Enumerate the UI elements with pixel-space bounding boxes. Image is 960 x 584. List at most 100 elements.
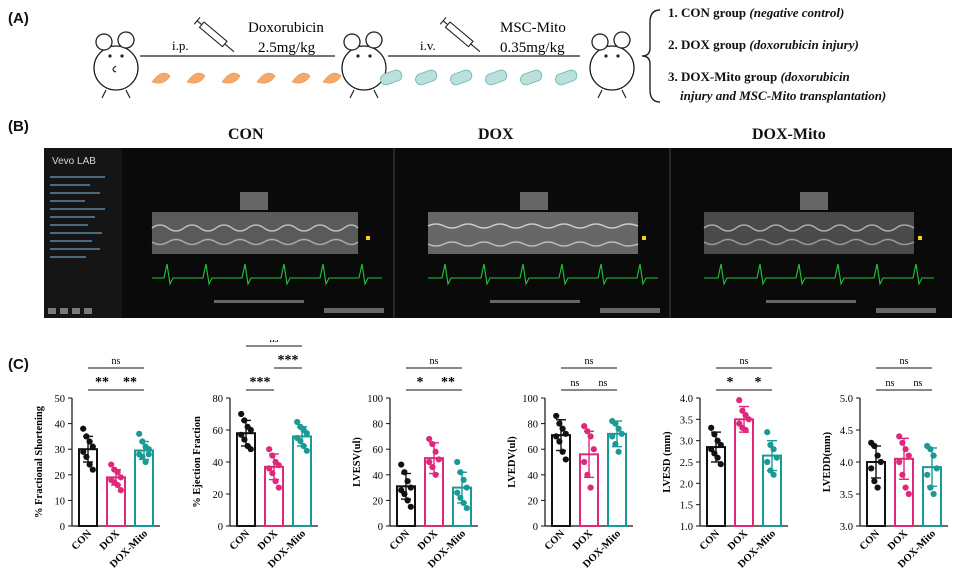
- bar: [607, 432, 627, 527]
- data-point: [139, 453, 146, 460]
- data-point: [559, 448, 566, 455]
- data-point: [457, 494, 464, 501]
- data-point: [457, 469, 464, 476]
- sig-label: ns: [112, 356, 121, 367]
- data-point: [612, 420, 619, 427]
- data-point: [454, 458, 461, 466]
- drug1-label: Doxorubicin: [248, 20, 324, 36]
- data-point: [896, 433, 903, 440]
- data-point: [615, 448, 622, 455]
- data-point: [609, 433, 616, 440]
- sig-label: ns: [571, 378, 580, 389]
- data-point: [930, 452, 937, 459]
- y-tick-label: 3.5: [680, 415, 693, 426]
- route-iv: i.v.: [420, 38, 436, 53]
- data-point: [905, 490, 912, 498]
- data-point: [83, 433, 90, 440]
- data-point: [877, 458, 884, 466]
- y-tick-label: 0: [533, 522, 538, 533]
- data-point: [117, 474, 124, 481]
- y-tick-label: 60: [213, 426, 224, 437]
- group-2-label: 2. DOX group (doxorubicin injury): [668, 37, 859, 52]
- y-axis-label: LVESD (mm): [662, 431, 673, 493]
- y-tick-label: 40: [55, 420, 66, 431]
- data-point: [241, 417, 248, 424]
- schematic-diagram: i.p. Doxorubicin 2.5mg/kg i.v. MSC-Mito …: [93, 9, 661, 103]
- data-point: [86, 461, 93, 468]
- y-tick-label: 40: [373, 471, 384, 482]
- data-point: [275, 462, 282, 469]
- data-point: [247, 446, 254, 453]
- data-point: [89, 466, 96, 473]
- data-point: [266, 465, 273, 472]
- data-point: [742, 411, 749, 419]
- y-axis-label: LVEDD(mm): [822, 431, 833, 492]
- chart-1: 0 10 20 30 40 50 % Fractional Shortening CON DOX…: [34, 356, 160, 570]
- y-tick-label: 50: [55, 394, 66, 405]
- x-tick-label: CON: [70, 528, 95, 553]
- data-point: [612, 440, 619, 448]
- data-point: [463, 484, 470, 491]
- data-point: [426, 458, 433, 466]
- dose1-label: 2.5mg/kg: [258, 40, 316, 56]
- data-point: [114, 481, 121, 489]
- y-tick-label: 20: [528, 496, 539, 507]
- data-point: [933, 465, 940, 472]
- data-point: [401, 490, 408, 498]
- data-point: [80, 448, 87, 455]
- data-point: [767, 467, 774, 474]
- data-point: [553, 412, 560, 420]
- data-point: [764, 429, 771, 436]
- data-point: [902, 484, 909, 491]
- y-axis-label: % Ejection Fraction: [192, 416, 203, 508]
- data-point: [899, 439, 906, 446]
- data-point: [584, 428, 591, 435]
- data-point: [717, 441, 724, 449]
- data-point: [708, 446, 715, 453]
- y-tick-label: 100: [367, 394, 383, 405]
- y-axis-label: LVESV(ul): [352, 437, 363, 487]
- data-point: [398, 461, 405, 468]
- data-point: [460, 476, 467, 484]
- data-point: [739, 407, 746, 414]
- y-tick-label: 4.5: [840, 426, 853, 437]
- data-point: [714, 454, 721, 461]
- y-tick-label: 0: [60, 522, 65, 533]
- data-point: [404, 497, 411, 504]
- data-point: [294, 418, 301, 426]
- data-point: [902, 446, 909, 453]
- data-point: [145, 451, 152, 458]
- vevo-logo: Vevo LAB: [52, 156, 96, 167]
- y-tick-label: 60: [528, 445, 539, 456]
- x-tick-label: DOX: [571, 528, 596, 553]
- data-point: [297, 438, 304, 445]
- x-tick-label: DOX: [886, 528, 911, 553]
- dose2-label: 0.35mg/kg: [500, 40, 565, 56]
- data-point: [303, 447, 310, 454]
- sig-label: *: [727, 375, 734, 390]
- data-point: [559, 425, 566, 432]
- y-tick-label: 80: [213, 394, 224, 405]
- sig-label: **: [441, 375, 455, 390]
- y-tick-label: 3.5: [840, 490, 853, 501]
- echo-title-dox: DOX: [478, 126, 514, 143]
- data-point: [767, 441, 774, 449]
- data-point: [432, 471, 439, 478]
- data-point: [463, 504, 470, 512]
- sig-label: ***: [250, 375, 271, 390]
- y-axis-label: LVEDV(ul): [507, 436, 518, 488]
- y-tick-label: 4.0: [840, 458, 853, 469]
- route-ip: i.p.: [172, 38, 189, 53]
- y-tick-label: 3.0: [680, 437, 693, 448]
- data-point: [562, 430, 569, 437]
- data-point: [454, 489, 461, 496]
- data-point: [581, 423, 588, 430]
- mouse-icon: [589, 31, 635, 99]
- data-point: [927, 484, 934, 491]
- data-point: [114, 469, 121, 476]
- y-tick-label: 10: [55, 496, 66, 507]
- x-tick-label: DOX: [256, 528, 281, 553]
- sig-label: ns: [914, 378, 923, 389]
- data-point: [269, 470, 276, 477]
